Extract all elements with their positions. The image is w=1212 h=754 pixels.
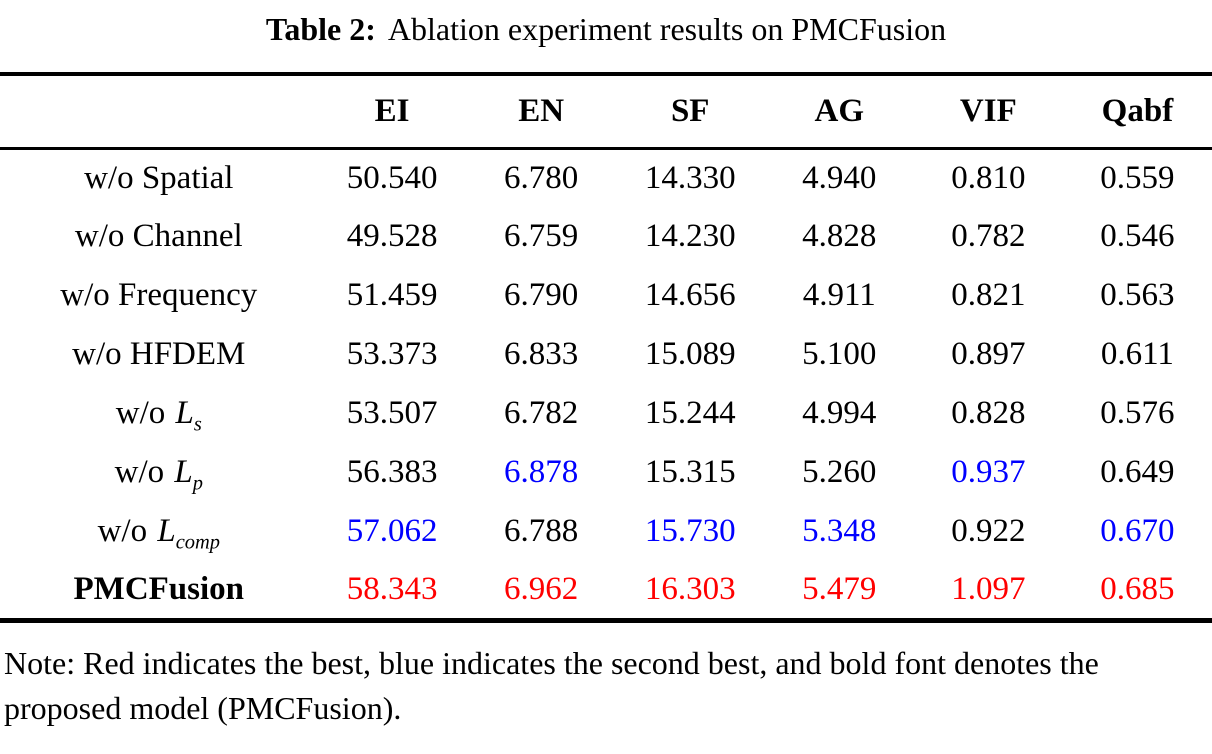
cell-ag: 5.479 [802, 570, 877, 607]
cell-ei: 51.459 [346, 277, 438, 313]
cell-ag: 5.260 [802, 454, 877, 490]
cell-ag: 5.348 [802, 513, 877, 549]
column-header-ei: EI [374, 92, 410, 129]
cell-sf: 16.303 [644, 570, 736, 607]
cell-vif: 0.821 [951, 277, 1026, 313]
row-label: w/o Channel [74, 218, 243, 254]
cell-qabf: 0.685 [1100, 570, 1175, 607]
row-label: w/o Lp [114, 454, 203, 495]
cell-qabf: 0.670 [1100, 513, 1175, 549]
table-caption: Table 2: Ablation experiment results on P… [0, 0, 1212, 72]
row-label: PMCFusion [73, 570, 245, 607]
cell-qabf: 0.546 [1100, 218, 1175, 254]
cell-ei: 53.507 [346, 395, 438, 431]
table-caption-text: Ablation experiment results on PMCFusion [387, 11, 947, 47]
cell-sf: 15.244 [644, 395, 736, 431]
cell-en: 6.962 [504, 570, 579, 607]
table-footnote: Note: Red indicates the best, blue indic… [4, 644, 1099, 726]
cell-vif: 0.937 [951, 454, 1026, 490]
cell-ei: 57.062 [346, 513, 438, 549]
cell-qabf: 0.559 [1100, 159, 1175, 196]
table-row: w/o Lp 56.383 6.878 15.315 5.260 0.937 0.649 [0, 443, 1212, 502]
cell-sf: 15.089 [644, 336, 736, 372]
ablation-results-table: EI EN SF AG VIF Qabf w/o Spatial 50.540 6.780 14… [0, 72, 1212, 623]
cell-vif: 0.810 [951, 159, 1026, 196]
cell-ag: 4.828 [802, 218, 877, 254]
column-header-en: EN [518, 92, 565, 129]
row-label: w/o HFDEM [72, 336, 246, 372]
cell-en: 6.878 [504, 454, 579, 490]
row-label: w/o Spatial [84, 159, 234, 196]
cell-ei: 50.540 [346, 159, 438, 196]
row-label: w/o Frequency [60, 277, 258, 313]
cell-ei: 56.383 [346, 454, 438, 490]
table-row: w/o Ls 53.507 6.782 15.244 4.994 0.828 0.576 [0, 384, 1212, 443]
cell-ei: 49.528 [346, 218, 438, 254]
table-row: w/o Lcomp 57.062 6.788 15.730 5.348 0.922 0.67… [0, 502, 1212, 561]
cell-sf: 14.230 [644, 218, 736, 254]
cell-ag: 4.911 [802, 277, 876, 313]
table-header-row: EI EN SF AG VIF Qabf [0, 74, 1212, 148]
column-header-vif: VIF [959, 92, 1017, 129]
cell-ei: 58.343 [346, 570, 438, 607]
cell-qabf: 0.576 [1100, 395, 1175, 431]
cell-sf: 14.656 [644, 277, 736, 313]
cell-en: 6.788 [504, 513, 579, 549]
cell-en: 6.833 [504, 336, 579, 372]
cell-qabf: 0.649 [1100, 454, 1175, 490]
row-label-column-header [0, 74, 318, 148]
cell-qabf: 0.563 [1100, 277, 1175, 313]
table-caption-number: Table 2: [265, 11, 376, 47]
math-symbol: Ls [175, 395, 202, 436]
cell-en: 6.780 [504, 159, 579, 196]
table-row: w/o Frequency 51.459 6.790 14.656 4.911 0.821… [0, 266, 1212, 325]
row-label: w/o Lcomp [97, 513, 220, 554]
math-symbol: Lp [174, 454, 203, 495]
cell-en: 6.759 [504, 218, 579, 254]
cell-vif: 1.097 [951, 570, 1026, 607]
column-header-qabf: Qabf [1101, 92, 1174, 129]
cell-ag: 4.994 [802, 395, 877, 431]
column-header-ag: AG [814, 92, 865, 129]
cell-ei: 53.373 [346, 336, 438, 372]
math-symbol: Lcomp [157, 513, 220, 554]
cell-qabf: 0.611 [1100, 336, 1174, 372]
row-label: w/o Ls [115, 395, 202, 436]
cell-sf: 15.315 [644, 454, 736, 490]
column-header-sf: SF [670, 92, 710, 129]
table-row: w/o HFDEM 53.373 6.833 15.089 5.100 0.897 0.61… [0, 325, 1212, 384]
cell-sf: 14.330 [644, 159, 736, 196]
table-row: w/o Channel 49.528 6.759 14.230 4.828 0.782 0.… [0, 207, 1212, 266]
cell-vif: 0.897 [951, 336, 1026, 372]
cell-en: 6.782 [504, 395, 579, 431]
cell-vif: 0.782 [951, 218, 1026, 254]
cell-ag: 4.940 [802, 159, 877, 196]
table-row: PMCFusion 58.343 6.962 16.303 5.479 1.097 0.68… [0, 561, 1212, 620]
cell-ag: 5.100 [802, 336, 877, 372]
cell-sf: 15.730 [644, 513, 736, 549]
cell-vif: 0.828 [951, 395, 1026, 431]
cell-vif: 0.922 [951, 513, 1026, 549]
cell-en: 6.790 [504, 277, 579, 313]
table-row: w/o Spatial 50.540 6.780 14.330 4.940 0.810 0.… [0, 148, 1212, 207]
